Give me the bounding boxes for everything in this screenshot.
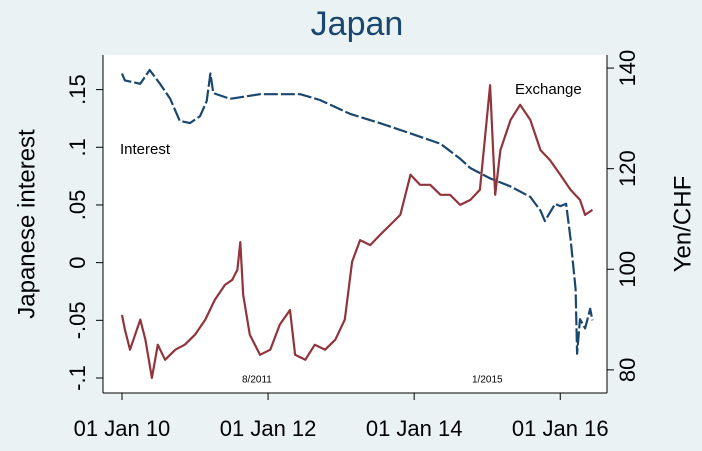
line-series: [120, 68, 594, 355]
annotation: 8/2011: [242, 375, 272, 386]
annotation: Interest: [120, 141, 171, 158]
y2-axis-title: Yen/CHF: [669, 176, 696, 273]
y-tick-label: 0: [65, 257, 90, 269]
y-tick-label: -.05: [65, 301, 90, 339]
chart-title: Japan: [311, 5, 404, 43]
y2-tick-label: 100: [615, 251, 640, 288]
line-series: [120, 84, 594, 379]
annotation: 1/2015: [472, 375, 503, 386]
y2-tick-label: 140: [615, 50, 640, 87]
y2-tick-label: 120: [615, 150, 640, 187]
y-axis-title: Japanese interest: [13, 129, 40, 319]
y-tick-label: .1: [65, 138, 90, 156]
x-tick-label: 01 Jan 16: [512, 416, 609, 441]
y-tick-label: .15: [65, 74, 90, 105]
x-tick-label: 01 Jan 12: [220, 416, 317, 441]
y-tick-label: .05: [65, 190, 90, 221]
y2-tick-label: 80: [615, 358, 640, 382]
x-tick-label: 01 Jan 10: [74, 416, 171, 441]
annotation: Exchange: [515, 81, 582, 98]
y-tick-label: -.1: [65, 365, 90, 391]
x-tick-label: 01 Jan 14: [366, 416, 463, 441]
plot-area: [103, 55, 607, 393]
axes: [102, 55, 608, 394]
